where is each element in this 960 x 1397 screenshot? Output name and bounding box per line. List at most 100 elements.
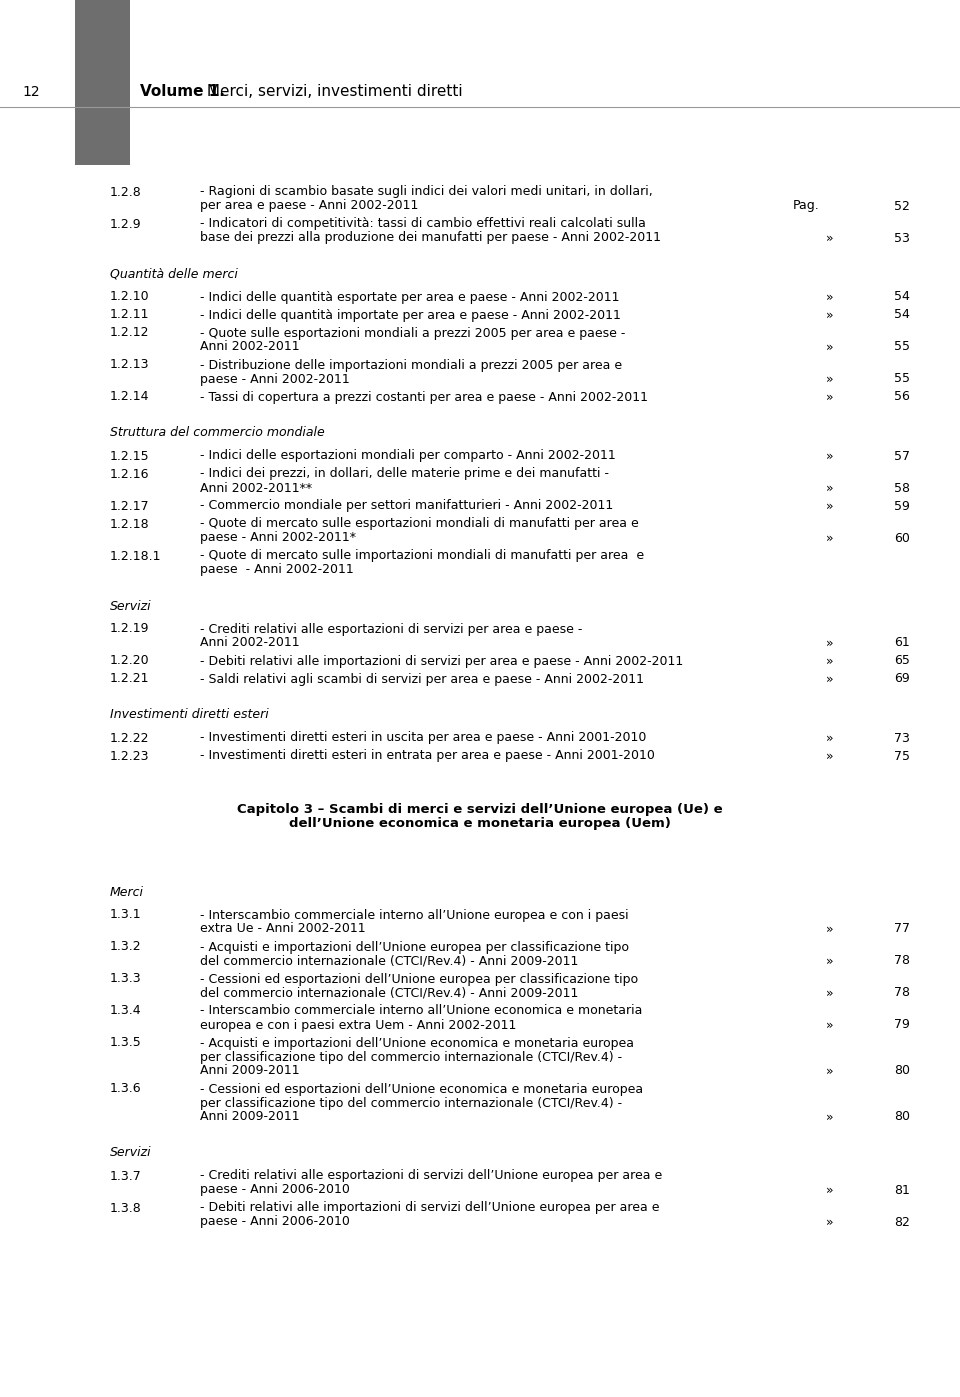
Text: Capitolo 3 – Scambi di merci e servizi dell’Unione europea (Ue) e: Capitolo 3 – Scambi di merci e servizi d… xyxy=(237,803,723,816)
Text: 1.2.18.1: 1.2.18.1 xyxy=(110,549,161,563)
Text: Merci, servizi, investimenti diretti: Merci, servizi, investimenti diretti xyxy=(202,84,463,99)
Text: - Distribuzione delle importazioni mondiali a prezzi 2005 per area e: - Distribuzione delle importazioni mondi… xyxy=(200,359,622,372)
Text: per classificazione tipo del commercio internazionale (CTCI/Rev.4) -: per classificazione tipo del commercio i… xyxy=(200,1051,622,1063)
Bar xyxy=(75,0,130,105)
Text: »: » xyxy=(827,450,834,462)
Text: 12: 12 xyxy=(22,85,39,99)
Text: »: » xyxy=(827,1111,834,1123)
Text: 1.2.8: 1.2.8 xyxy=(110,186,142,198)
Text: »: » xyxy=(827,954,834,968)
Text: 1.2.21: 1.2.21 xyxy=(110,672,150,686)
Text: - Quote sulle esportazioni mondiali a prezzi 2005 per area e paese -: - Quote sulle esportazioni mondiali a pr… xyxy=(200,327,625,339)
Text: paese - Anni 2002-2011*: paese - Anni 2002-2011* xyxy=(200,531,356,545)
Text: Struttura del commercio mondiale: Struttura del commercio mondiale xyxy=(110,426,324,440)
Text: 54: 54 xyxy=(894,309,910,321)
Text: del commercio internazionale (CTCI/Rev.4) - Anni 2009-2011: del commercio internazionale (CTCI/Rev.4… xyxy=(200,954,578,968)
Text: Anni 2002-2011: Anni 2002-2011 xyxy=(200,637,300,650)
Text: europea e con i paesi extra Uem - Anni 2002-2011: europea e con i paesi extra Uem - Anni 2… xyxy=(200,1018,516,1031)
Text: »: » xyxy=(827,637,834,650)
Text: 1.3.6: 1.3.6 xyxy=(110,1083,142,1095)
Text: - Debiti relativi alle importazioni di servizi dell’Unione europea per area e: - Debiti relativi alle importazioni di s… xyxy=(200,1201,660,1214)
Text: 65: 65 xyxy=(894,655,910,668)
Text: »: » xyxy=(827,232,834,244)
Text: »: » xyxy=(827,291,834,303)
Text: - Saldi relativi agli scambi di servizi per area e paese - Anni 2002-2011: - Saldi relativi agli scambi di servizi … xyxy=(200,672,644,686)
Text: 54: 54 xyxy=(894,291,910,303)
Text: »: » xyxy=(827,1065,834,1077)
Text: 1.3.3: 1.3.3 xyxy=(110,972,142,985)
Text: - Indici delle quantità esportate per area e paese - Anni 2002-2011: - Indici delle quantità esportate per ar… xyxy=(200,291,619,303)
Text: paese - Anni 2002-2011: paese - Anni 2002-2011 xyxy=(200,373,349,386)
Text: 1.3.7: 1.3.7 xyxy=(110,1169,142,1182)
Text: 1.2.18: 1.2.18 xyxy=(110,517,150,531)
Text: 73: 73 xyxy=(894,732,910,745)
Text: 81: 81 xyxy=(894,1183,910,1196)
Text: - Tassi di copertura a prezzi costanti per area e paese - Anni 2002-2011: - Tassi di copertura a prezzi costanti p… xyxy=(200,391,648,404)
Text: - Crediti relativi alle esportazioni di servizi dell’Unione europea per area e: - Crediti relativi alle esportazioni di … xyxy=(200,1169,662,1182)
Text: 1.3.8: 1.3.8 xyxy=(110,1201,142,1214)
Text: 57: 57 xyxy=(894,450,910,462)
Text: 55: 55 xyxy=(894,373,910,386)
Text: - Acquisti e importazioni dell’Unione economica e monetaria europea: - Acquisti e importazioni dell’Unione ec… xyxy=(200,1037,634,1049)
Text: »: » xyxy=(827,531,834,545)
Text: 56: 56 xyxy=(894,391,910,404)
Text: - Interscambio commerciale interno all’Unione economica e monetaria: - Interscambio commerciale interno all’U… xyxy=(200,1004,642,1017)
Text: »: » xyxy=(827,1183,834,1196)
Text: Anni 2002-2011: Anni 2002-2011 xyxy=(200,341,300,353)
Text: 1.3.4: 1.3.4 xyxy=(110,1004,142,1017)
Text: »: » xyxy=(827,986,834,999)
Text: - Debiti relativi alle importazioni di servizi per area e paese - Anni 2002-2011: - Debiti relativi alle importazioni di s… xyxy=(200,655,684,668)
Text: 1.2.12: 1.2.12 xyxy=(110,327,150,339)
Text: 1.3.2: 1.3.2 xyxy=(110,940,142,954)
Text: »: » xyxy=(827,1215,834,1228)
Text: 1.2.13: 1.2.13 xyxy=(110,359,150,372)
Text: 1.2.9: 1.2.9 xyxy=(110,218,142,231)
Text: 53: 53 xyxy=(894,232,910,244)
Text: 77: 77 xyxy=(894,922,910,936)
Text: - Investimenti diretti esteri in entrata per area e paese - Anni 2001-2010: - Investimenti diretti esteri in entrata… xyxy=(200,750,655,763)
Text: del commercio internazionale (CTCI/Rev.4) - Anni 2009-2011: del commercio internazionale (CTCI/Rev.4… xyxy=(200,986,578,999)
Text: - Cessioni ed esportazioni dell’Unione economica e monetaria europea: - Cessioni ed esportazioni dell’Unione e… xyxy=(200,1083,643,1095)
Text: 1.2.15: 1.2.15 xyxy=(110,450,150,462)
Text: 69: 69 xyxy=(895,672,910,686)
Text: »: » xyxy=(827,1018,834,1031)
Text: dell’Unione economica e monetaria europea (Uem): dell’Unione economica e monetaria europe… xyxy=(289,817,671,830)
Text: 75: 75 xyxy=(894,750,910,763)
Text: per area e paese - Anni 2002-2011: per area e paese - Anni 2002-2011 xyxy=(200,200,419,212)
Text: Anni 2002-2011**: Anni 2002-2011** xyxy=(200,482,312,495)
Text: base dei prezzi alla produzione dei manufatti per paese - Anni 2002-2011: base dei prezzi alla produzione dei manu… xyxy=(200,232,661,244)
Text: »: » xyxy=(827,672,834,686)
Text: 1.2.19: 1.2.19 xyxy=(110,623,150,636)
Text: - Investimenti diretti esteri in uscita per area e paese - Anni 2001-2010: - Investimenti diretti esteri in uscita … xyxy=(200,732,646,745)
Text: »: » xyxy=(827,922,834,936)
Text: - Indicatori di competitività: tassi di cambio effettivi reali calcolati sulla: - Indicatori di competitività: tassi di … xyxy=(200,218,646,231)
Text: 1.2.16: 1.2.16 xyxy=(110,468,150,481)
Text: 79: 79 xyxy=(894,1018,910,1031)
Text: »: » xyxy=(827,373,834,386)
Bar xyxy=(75,105,130,165)
Text: - Quote di mercato sulle importazioni mondiali di manufatti per area  e: - Quote di mercato sulle importazioni mo… xyxy=(200,549,644,563)
Text: Anni 2009-2011: Anni 2009-2011 xyxy=(200,1111,300,1123)
Text: 78: 78 xyxy=(894,986,910,999)
Text: extra Ue - Anni 2002-2011: extra Ue - Anni 2002-2011 xyxy=(200,922,366,936)
Text: »: » xyxy=(827,732,834,745)
Text: 1.2.11: 1.2.11 xyxy=(110,309,150,321)
Text: 52: 52 xyxy=(894,200,910,212)
Text: »: » xyxy=(827,341,834,353)
Text: »: » xyxy=(827,482,834,495)
Text: 1.3.1: 1.3.1 xyxy=(110,908,142,922)
Text: »: » xyxy=(827,750,834,763)
Text: paese - Anni 2006-2010: paese - Anni 2006-2010 xyxy=(200,1183,349,1196)
Text: 59: 59 xyxy=(894,500,910,513)
Text: Servizi: Servizi xyxy=(110,1147,152,1160)
Text: - Indici dei prezzi, in dollari, delle materie prime e dei manufatti -: - Indici dei prezzi, in dollari, delle m… xyxy=(200,468,609,481)
Text: 1.2.17: 1.2.17 xyxy=(110,500,150,513)
Text: 58: 58 xyxy=(894,482,910,495)
Text: - Commercio mondiale per settori manifatturieri - Anni 2002-2011: - Commercio mondiale per settori manifat… xyxy=(200,500,613,513)
Text: - Interscambio commerciale interno all’Unione europea e con i paesi: - Interscambio commerciale interno all’U… xyxy=(200,908,629,922)
Text: Merci: Merci xyxy=(110,886,144,898)
Text: 80: 80 xyxy=(894,1111,910,1123)
Text: »: » xyxy=(827,655,834,668)
Text: »: » xyxy=(827,309,834,321)
Text: - Indici delle esportazioni mondiali per comparto - Anni 2002-2011: - Indici delle esportazioni mondiali per… xyxy=(200,450,615,462)
